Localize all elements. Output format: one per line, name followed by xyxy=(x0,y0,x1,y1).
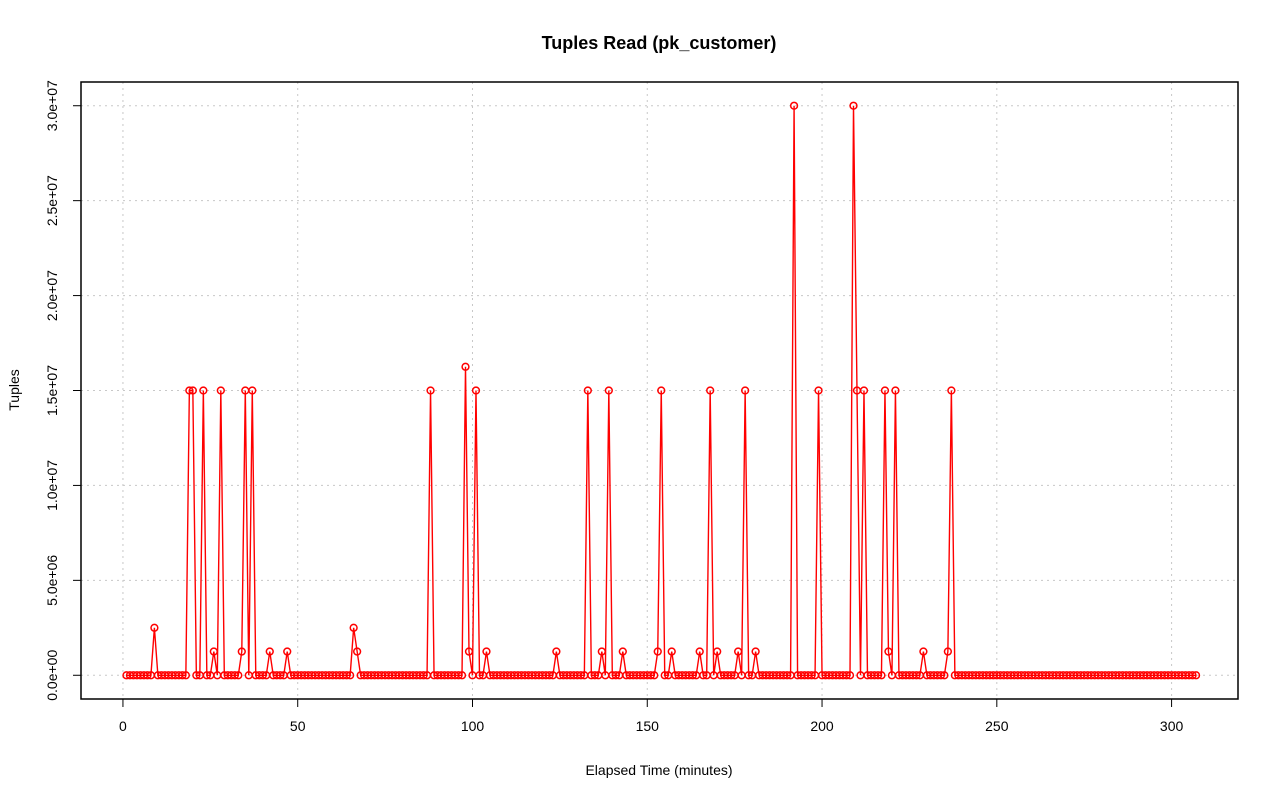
data-point-139 xyxy=(604,386,613,395)
data-point-17 xyxy=(178,671,187,680)
y-axis-label: Tuples xyxy=(6,369,22,411)
data-point-166 xyxy=(699,671,708,680)
y-tick-label-2: 1.0e+07 xyxy=(44,460,60,511)
data-point-197 xyxy=(807,671,816,680)
data-point-234 xyxy=(936,671,946,680)
data-point-152 xyxy=(650,671,659,680)
data-point-199 xyxy=(814,386,823,395)
data-point-47 xyxy=(283,647,292,656)
data-point-229 xyxy=(919,647,928,656)
x-tick-label-0: 0 xyxy=(119,718,127,734)
data-point-237 xyxy=(947,386,956,395)
x-axis-label: Elapsed Time (minutes) xyxy=(585,762,732,778)
data-point-124 xyxy=(552,647,561,656)
data-point-207 xyxy=(842,671,851,680)
data-point-151 xyxy=(646,671,655,680)
x-tick-label-3: 150 xyxy=(636,718,660,734)
data-point-154 xyxy=(657,386,666,395)
data-point-174 xyxy=(727,671,736,680)
data-point-170 xyxy=(713,647,722,656)
chart-title: Tuples Read (pk_customer) xyxy=(542,33,777,53)
x-tick-label-6: 300 xyxy=(1160,718,1184,734)
data-point-153 xyxy=(653,647,662,656)
data-point-96 xyxy=(454,671,463,680)
data-point-131 xyxy=(576,671,585,680)
data-point-212 xyxy=(859,386,869,395)
data-point-157 xyxy=(667,647,676,656)
data-point-45 xyxy=(276,671,285,680)
y-axis: 0.0e+00 5.0e+06 1.0e+07 1.5e+07 2.0e+07 2.5e+… xyxy=(44,80,81,701)
data-point-135 xyxy=(590,671,599,680)
data-point-34 xyxy=(237,647,246,656)
data-point-141 xyxy=(611,671,620,680)
data-point-218 xyxy=(880,386,890,395)
x-tick-label-4: 200 xyxy=(810,718,834,734)
y-tick-label-6: 3.0e+07 xyxy=(44,80,60,131)
data-point-37 xyxy=(248,386,257,395)
data-point-32 xyxy=(230,671,239,680)
data-point-192 xyxy=(789,101,799,110)
data-point-28 xyxy=(216,386,225,395)
data-point-66 xyxy=(349,623,358,632)
data-point-181 xyxy=(751,647,760,656)
data-point-219 xyxy=(884,647,893,656)
data-point-26 xyxy=(209,647,218,656)
data-point-42 xyxy=(265,647,274,656)
data-point-165 xyxy=(695,647,704,656)
data-point-101 xyxy=(471,386,481,395)
data-point-190 xyxy=(782,671,792,680)
data-point-33 xyxy=(234,671,243,680)
data-point-99 xyxy=(464,647,474,656)
y-tick-label-5: 2.5e+07 xyxy=(44,175,60,226)
data-point-24 xyxy=(202,671,211,680)
data-point-137 xyxy=(597,647,606,656)
data-point-221 xyxy=(891,386,900,395)
y-tick-label-3: 1.5e+07 xyxy=(44,365,60,416)
data-point-18 xyxy=(181,671,191,680)
data-point-178 xyxy=(740,386,750,395)
data-point-208 xyxy=(845,671,855,680)
data-point-67 xyxy=(352,647,362,656)
data-point-217 xyxy=(877,671,886,680)
data-point-143 xyxy=(618,647,627,656)
data-point-133 xyxy=(583,386,592,395)
data-point-97 xyxy=(457,671,467,680)
data-point-306 xyxy=(1188,671,1197,680)
y-tick-label-4: 2.0e+07 xyxy=(44,270,60,321)
y-tick-label-0: 0.0e+00 xyxy=(44,650,60,701)
points xyxy=(122,101,1201,680)
data-point-23 xyxy=(199,386,208,395)
data-point-65 xyxy=(346,671,355,680)
data-point-88 xyxy=(426,386,435,395)
data-point-104 xyxy=(482,647,491,656)
data-point-216 xyxy=(873,671,883,680)
data-point-235 xyxy=(940,671,949,680)
data-point-40 xyxy=(258,671,267,680)
data-point-227 xyxy=(912,671,921,680)
data-point-9 xyxy=(150,623,159,632)
data-point-19 xyxy=(185,386,194,395)
data-point-236 xyxy=(943,647,953,656)
data-point-21 xyxy=(192,671,201,680)
data-point-98 xyxy=(461,362,470,371)
y-tick-label-1: 5.0e+06 xyxy=(44,555,60,606)
data-point-64 xyxy=(342,671,351,680)
data-point-155 xyxy=(660,671,669,680)
data-point-168 xyxy=(706,386,715,395)
data-point-179 xyxy=(744,671,753,680)
data-point-86 xyxy=(419,671,428,680)
data-point-307 xyxy=(1191,671,1201,680)
data-point-20 xyxy=(188,386,198,395)
data-point-122 xyxy=(545,671,554,680)
data-point-7 xyxy=(143,671,152,680)
data-point-209 xyxy=(849,101,858,110)
data-point-176 xyxy=(734,647,743,656)
data-point-163 xyxy=(688,671,697,680)
x-axis: 0 50 100 150 200 250 300 xyxy=(119,699,1183,734)
x-tick-label-5: 250 xyxy=(985,718,1009,734)
data-point-102 xyxy=(475,671,484,680)
x-tick-label-1: 50 xyxy=(290,718,306,734)
x-tick-label-2: 100 xyxy=(461,718,485,734)
